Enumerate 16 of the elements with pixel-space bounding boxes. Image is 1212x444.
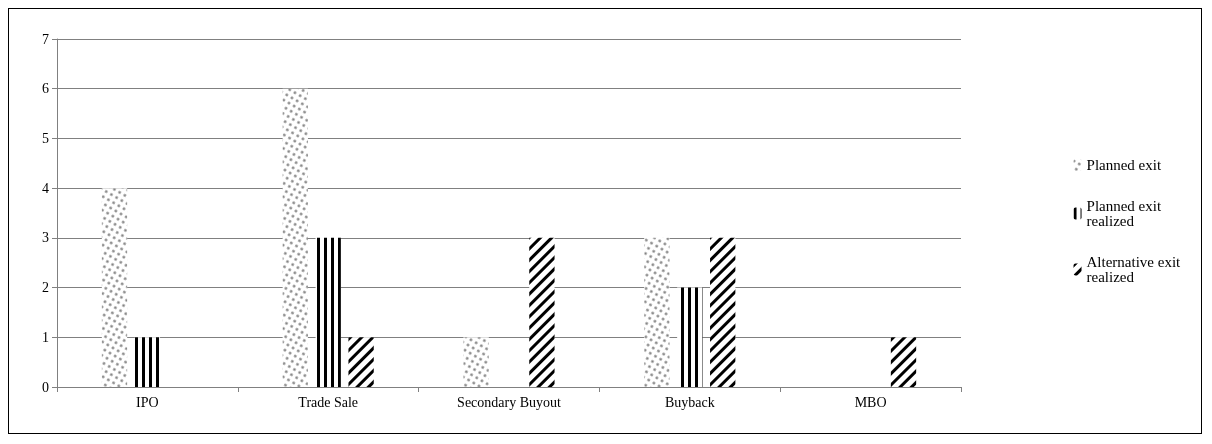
x-tick-label: Secondary Buyout (457, 394, 562, 410)
y-tick-label: 7 (42, 31, 49, 47)
y-tick-label: 1 (42, 329, 49, 345)
x-tick-label: Trade Sale (298, 394, 359, 410)
legend-label: Planned exit (1086, 157, 1162, 173)
y-tick-label: 2 (42, 280, 49, 296)
y-tick-label: 6 (42, 81, 49, 97)
y-tick-label: 4 (42, 180, 49, 196)
y-tick-label: 5 (42, 130, 49, 146)
x-tick-label: Buyback (664, 394, 715, 410)
x-tick-label: IPO (136, 394, 159, 410)
y-tick-label: 3 (42, 230, 49, 246)
y-tick-label: 0 (42, 379, 49, 395)
legend-label: Planned exit realized (1086, 198, 1165, 229)
x-tick-label: MBO (854, 394, 887, 410)
legend-label: Alternative exit realized (1086, 254, 1185, 285)
